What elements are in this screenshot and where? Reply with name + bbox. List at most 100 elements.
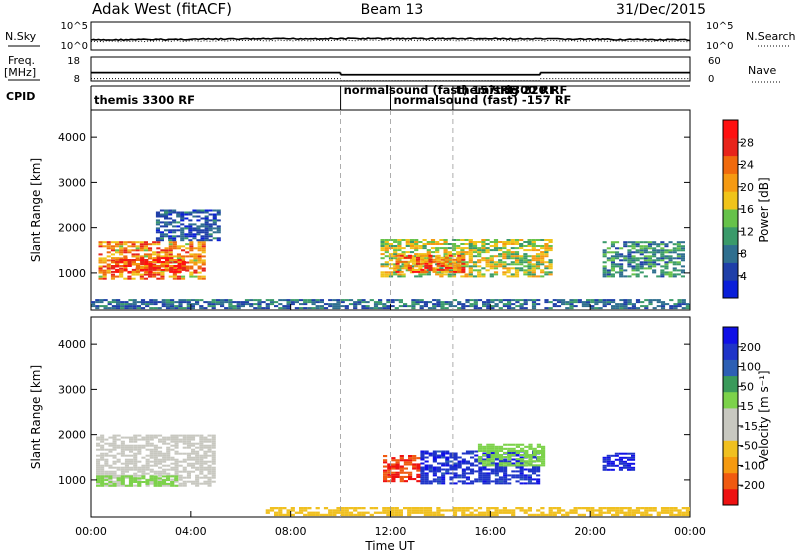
cell-6: [561, 513, 566, 517]
cell-3: [507, 460, 512, 463]
frequency-panel: [90, 56, 691, 82]
cell-0: [133, 462, 138, 465]
cell-3: [439, 273, 444, 276]
cell-2: [164, 213, 169, 216]
cell-2: [180, 227, 185, 230]
cell-5: [602, 253, 607, 256]
cell-4: [541, 451, 546, 454]
cell-4: [541, 449, 546, 452]
cell-6: [390, 299, 395, 302]
cell-6: [523, 511, 528, 514]
cell-3: [535, 275, 541, 278]
cell-3: [498, 253, 503, 256]
cell-2: [216, 231, 221, 234]
cell-3: [468, 249, 473, 252]
cell-6: [182, 299, 187, 302]
cell-0: [185, 265, 190, 268]
cell-6: [311, 307, 316, 310]
cell-3: [432, 474, 437, 477]
cell-3: [401, 275, 406, 278]
cell-5: [631, 245, 636, 248]
colorbar-swatch-4: [723, 209, 738, 228]
cell-3: [384, 263, 389, 266]
cell-6: [565, 301, 570, 304]
cell-6: [556, 299, 562, 302]
cell-3: [548, 267, 553, 270]
cell-0: [112, 472, 117, 475]
cell-2: [200, 209, 205, 212]
cell-0: [145, 458, 150, 461]
cell-5: [602, 261, 607, 264]
cell-0: [124, 476, 129, 479]
cell-3: [481, 257, 486, 260]
cell-3: [519, 239, 524, 241]
cell-6: [598, 511, 603, 514]
cell-2: [159, 239, 164, 242]
cell-5: [606, 456, 611, 459]
cell-4: [486, 445, 491, 448]
cell-0: [172, 273, 177, 276]
cell-3: [498, 466, 503, 469]
cell-3: [489, 265, 494, 268]
cell-6: [178, 299, 183, 302]
cell-1: [157, 481, 162, 483]
cell-1: [131, 268, 136, 271]
cell-3: [531, 241, 536, 243]
cell-6: [635, 509, 641, 512]
cell-6: [502, 299, 507, 302]
cell-6: [498, 307, 503, 310]
cell-1: [157, 482, 162, 485]
cell-6: [423, 507, 428, 510]
cell-6: [165, 299, 171, 302]
cell-0: [158, 452, 163, 455]
cell-3: [432, 472, 437, 475]
cell-0: [96, 472, 101, 475]
cell-3: [384, 271, 389, 274]
cell-2: [172, 221, 177, 224]
cell-6: [569, 299, 574, 302]
cell-6: [569, 509, 574, 512]
cell-6: [486, 301, 491, 304]
cell-4: [498, 454, 504, 457]
cell-2: [168, 231, 173, 234]
cell-6: [323, 507, 329, 510]
cell-3: [380, 253, 385, 256]
cell-0: [133, 474, 138, 477]
xtick-label-2: 08:00: [275, 525, 307, 538]
cell-6: [469, 511, 474, 514]
cell-1: [120, 479, 125, 482]
cell-0: [141, 444, 146, 447]
cell-6: [278, 307, 283, 310]
cell-6: [648, 513, 653, 517]
cell-0: [158, 462, 163, 465]
cell-6: [432, 511, 437, 514]
cell-3: [393, 255, 398, 258]
cell-6: [427, 509, 433, 512]
cell-1: [144, 270, 149, 273]
cell-6: [440, 307, 445, 310]
cell-6: [423, 301, 428, 304]
cell-6: [548, 511, 553, 514]
cell-6: [120, 307, 125, 310]
cell-0: [108, 478, 113, 481]
cell-0: [124, 454, 129, 457]
cell-0: [145, 466, 150, 469]
cell-3: [428, 452, 433, 455]
cell-6: [594, 509, 599, 512]
cell-3: [409, 267, 415, 270]
cell-0: [182, 466, 187, 469]
cell-5: [619, 273, 624, 276]
cell-3: [468, 245, 473, 247]
cell-6: [244, 303, 250, 306]
cell-3: [531, 249, 536, 252]
cell-2: [176, 229, 181, 232]
cell-5: [676, 245, 681, 248]
cell-6: [536, 303, 541, 306]
cell-1: [169, 268, 174, 271]
cell-0: [172, 275, 177, 278]
cell-1: [100, 475, 105, 478]
cell-6: [319, 301, 324, 304]
cell-6: [448, 509, 453, 512]
cell-0: [139, 273, 144, 276]
cell-0: [96, 464, 101, 467]
